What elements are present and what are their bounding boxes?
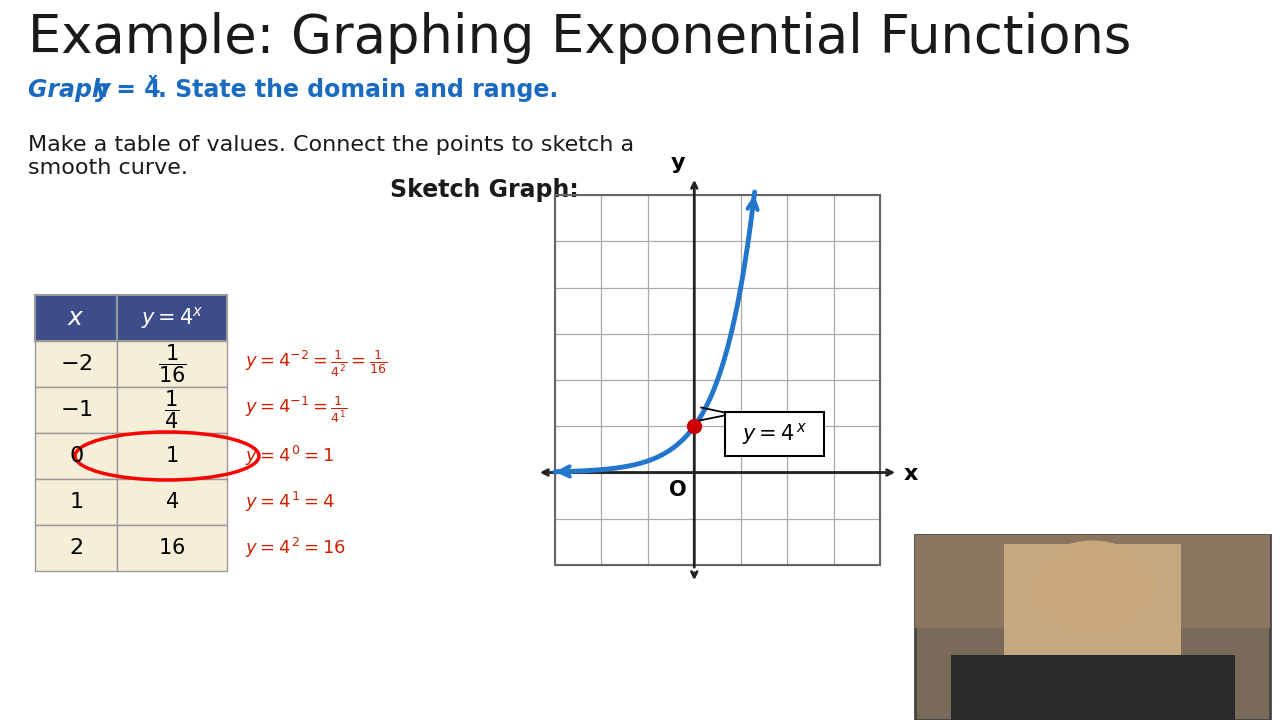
Bar — [35, 479, 116, 525]
Text: $y = 4^x$: $y = 4^x$ — [141, 305, 204, 331]
Text: Graph: Graph — [28, 78, 116, 102]
Ellipse shape — [1030, 541, 1155, 633]
Text: y: y — [671, 153, 686, 173]
Text: $\dfrac{1}{16}$: $\dfrac{1}{16}$ — [157, 343, 187, 385]
Text: $y = 4^{\,2} = 16$: $y = 4^{\,2} = 16$ — [244, 536, 346, 560]
Bar — [35, 387, 116, 433]
Text: Sketch Graph:: Sketch Graph: — [390, 178, 579, 202]
Bar — [116, 525, 227, 571]
Bar — [556, 195, 881, 565]
Text: Example: Graphing Exponential Functions: Example: Graphing Exponential Functions — [28, 12, 1132, 64]
Text: $\dfrac{1}{4}$: $\dfrac{1}{4}$ — [164, 389, 179, 431]
Text: $\mathbf{\it{x}}$: $\mathbf{\it{x}}$ — [67, 306, 84, 330]
Bar — [951, 655, 1234, 720]
Text: $y = 4^{\,0} = 1$: $y = 4^{\,0} = 1$ — [244, 444, 334, 468]
Text: x: x — [148, 72, 157, 87]
Bar — [1004, 544, 1181, 655]
Bar — [116, 341, 227, 387]
Text: O: O — [669, 480, 687, 500]
Text: $1$: $1$ — [69, 492, 83, 512]
Text: x: x — [904, 464, 918, 485]
Text: $0$: $0$ — [69, 446, 83, 466]
Text: $y = 4^{-2} = \frac{1}{4^2} = \frac{1}{16}$: $y = 4^{-2} = \frac{1}{4^2} = \frac{1}{1… — [244, 349, 388, 379]
Bar — [35, 433, 116, 479]
Bar — [116, 433, 227, 479]
Text: $y = 4^{\,x}$: $y = 4^{\,x}$ — [741, 421, 806, 447]
Text: smooth curve.: smooth curve. — [28, 158, 188, 178]
Bar — [915, 535, 1270, 720]
Text: $2$: $2$ — [69, 538, 83, 558]
Bar — [556, 195, 881, 565]
Text: Make a table of values. Connect the points to sketch a: Make a table of values. Connect the poin… — [28, 135, 634, 155]
Bar — [116, 295, 227, 341]
Bar — [35, 295, 116, 341]
Bar — [915, 535, 1270, 628]
Bar — [35, 341, 116, 387]
Text: $-2$: $-2$ — [60, 354, 92, 374]
Text: = 4: = 4 — [108, 78, 160, 102]
Text: $1$: $1$ — [165, 446, 179, 466]
Text: $4$: $4$ — [165, 492, 179, 512]
Bar — [35, 525, 116, 571]
Text: $y = 4^{\,1} = 4$: $y = 4^{\,1} = 4$ — [244, 490, 335, 514]
Bar — [116, 479, 227, 525]
Text: y: y — [95, 78, 110, 102]
Text: $16$: $16$ — [159, 538, 186, 558]
Bar — [116, 387, 227, 433]
Text: $-1$: $-1$ — [60, 400, 92, 420]
Text: $y = 4^{-1} = \frac{1}{4^1}$: $y = 4^{-1} = \frac{1}{4^1}$ — [244, 395, 347, 425]
Text: . State the domain and range.: . State the domain and range. — [157, 78, 558, 102]
FancyBboxPatch shape — [724, 412, 824, 456]
